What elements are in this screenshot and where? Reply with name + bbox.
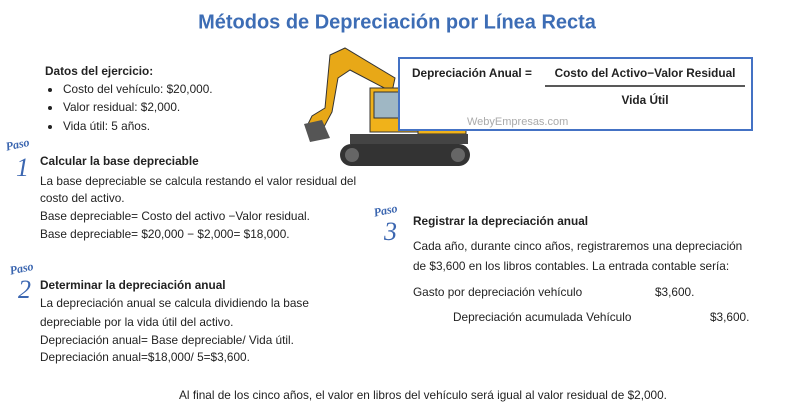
entry-account: Depreciación acumulada Vehículo	[453, 310, 632, 324]
step-heading: Registrar la depreciación anual	[413, 214, 588, 228]
step-heading: Determinar la depreciación anual	[40, 278, 226, 292]
exercise-item: Costo del vehículo: $20,000.	[63, 82, 213, 96]
bullet	[48, 106, 52, 110]
step-line: Depreciación anual=$18,000/ 5=$3,600.	[40, 350, 250, 364]
formula-lhs: Depreciación Anual =	[412, 66, 532, 80]
step-label: Paso	[4, 135, 30, 154]
step-label: Paso	[372, 201, 398, 220]
step-label: Paso	[8, 259, 34, 278]
bullet	[48, 88, 52, 92]
exercise-heading: Datos del ejercicio:	[45, 64, 153, 78]
entry-amount: $3,600.	[655, 285, 694, 299]
formula-numerator: Costo del Activo−Valor Residual	[555, 66, 736, 80]
exercise-item: Vida útil: 5 años.	[63, 119, 150, 133]
step-line: Base depreciable= Costo del activo −Valo…	[40, 209, 310, 223]
formula-box	[398, 57, 753, 131]
entry-account: Gasto por depreciación vehículo	[413, 285, 583, 299]
step-line: de $3,600 en los libros contables. La en…	[413, 259, 729, 273]
watermark: WebyEmpresas.com	[467, 116, 568, 128]
step-heading: Calcular la base depreciable	[40, 154, 199, 168]
step-line: depreciable por la vida útil del activo.	[40, 315, 233, 329]
bullet	[48, 125, 52, 129]
step-number: 3	[383, 217, 397, 246]
step-number: 2	[18, 275, 31, 304]
step-number: 1	[16, 153, 29, 182]
formula-denominator: Vida Útil	[622, 93, 669, 107]
exercise-item: Valor residual: $2,000.	[63, 100, 180, 114]
step-line: Cada año, durante cinco años, registrare…	[413, 239, 742, 253]
step-line: Base depreciable= $20,000 − $2,000= $18,…	[40, 227, 290, 241]
step-line: Depreciación anual= Base depreciable/ Vi…	[40, 333, 294, 347]
footer: Al final de los cinco años, el valor en …	[179, 388, 667, 402]
step-line: costo del activo.	[40, 191, 125, 205]
title: Métodos de Depreciación por Línea Recta	[198, 11, 597, 33]
step-line: La depreciación anual se calcula dividie…	[40, 296, 309, 310]
entry-amount: $3,600.	[710, 310, 749, 324]
step-line: La base depreciable se calcula restando …	[40, 174, 356, 188]
